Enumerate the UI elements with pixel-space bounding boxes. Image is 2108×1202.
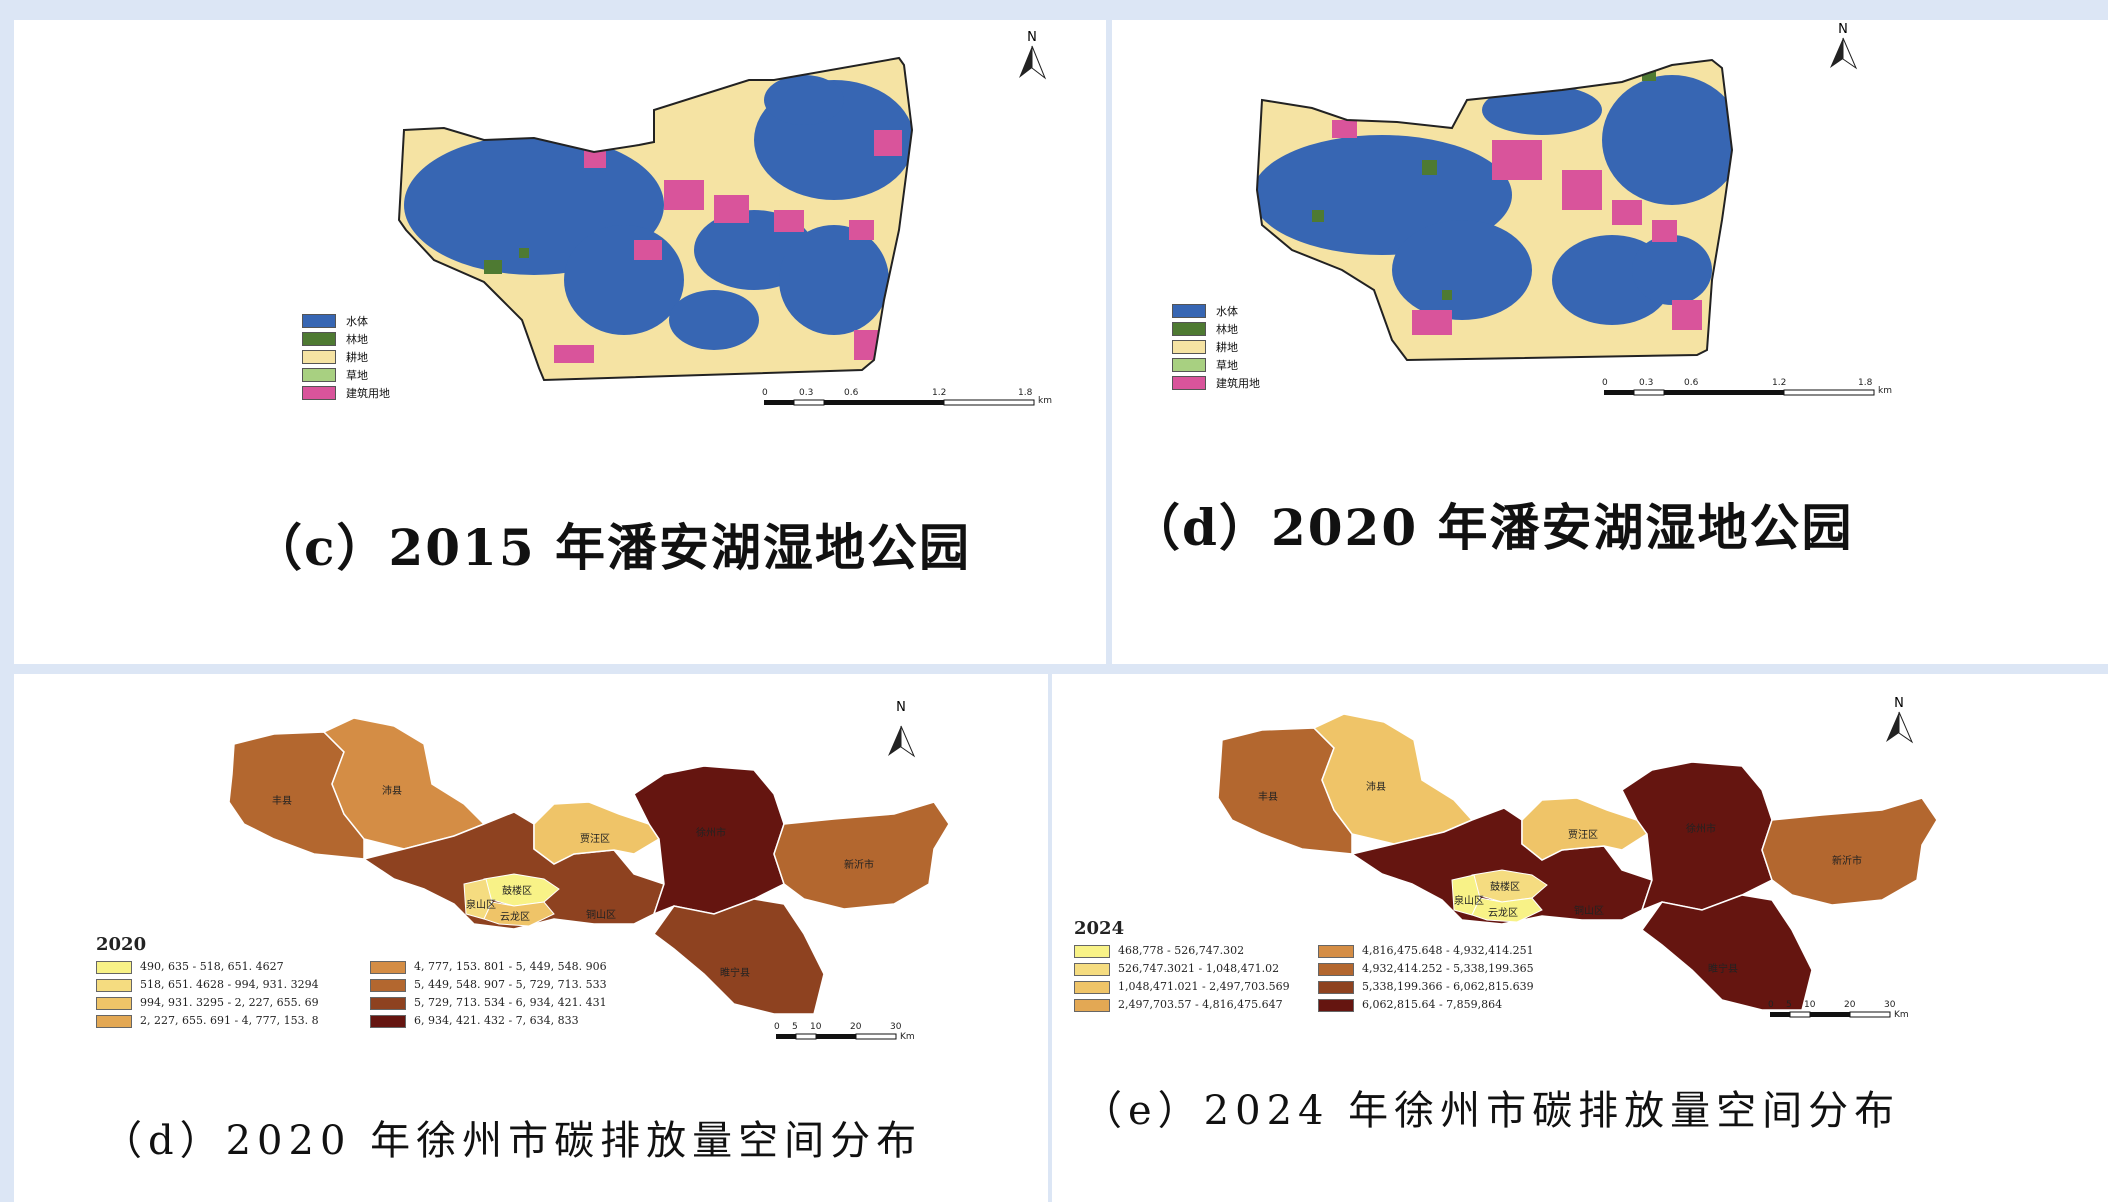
district-label: 新沂市 (1832, 856, 1862, 867)
scale-unit: km (1038, 396, 1052, 406)
district-label: 新沂市 (844, 860, 874, 871)
legend-item: 468,778 - 526,747.302 (1074, 943, 1614, 961)
scale-tick: 0 (1768, 1000, 1774, 1010)
scale-tick: 30 (1884, 1000, 1896, 1010)
district-label: 鼓楼区 (1490, 882, 1520, 893)
scale-tick: 10 (1804, 1000, 1816, 1010)
legend-item: 2,497,703.57 - 4,816,475.647 (1074, 997, 1614, 1015)
carbon-legend-2020: 2020 490, 635 - 518, 651. 4627 518, 651.… (96, 934, 656, 1031)
district-label: 泉山区 (1454, 896, 1484, 907)
legend-item: 526,747.3021 - 1,048,471.02 (1074, 961, 1614, 979)
district-label: 丰县 (272, 796, 292, 807)
north-label: N (1027, 30, 1037, 45)
district-suining (652, 898, 825, 1015)
district-jiawang (1521, 797, 1649, 861)
district-label: 贾汪区 (1568, 830, 1598, 841)
scale-tick: 0.3 (1639, 378, 1654, 388)
district-label: 云龙区 (1488, 908, 1518, 919)
district-label: 云龙区 (500, 912, 530, 923)
scale-unit: km (1878, 386, 1892, 396)
scale-tick: 0.6 (844, 388, 859, 398)
district-label: 铜山区 (1574, 906, 1604, 917)
panel-2015-land-use-map: N 0 0.3 0.6 1.2 1.8 km 水体 林地 耕地 草地 建筑用地 … (14, 20, 1106, 664)
scale-tick: 0 (774, 1022, 780, 1032)
district-label: 睢宁县 (1708, 964, 1738, 975)
district-label: 泉山区 (466, 900, 496, 911)
panel-2020-carbon-map: N 丰县 沛县 贾汪区 徐州市 新沂市 鼓楼区 泉山区 云龙区 铜山区 睢宁县 … (14, 674, 1048, 1202)
caption-2024-carbon: （e）2024 年徐州市碳排放量空间分布 (1082, 1088, 1901, 1134)
district-jiawang (533, 801, 661, 865)
district-tongshan (1350, 807, 1653, 925)
scale-tick: 1.8 (1018, 388, 1033, 398)
land-use-map-2015 (397, 45, 1047, 406)
scale-unit: Km (900, 1032, 915, 1042)
north-label: N (1894, 696, 1904, 711)
caption-2015-park: （c）2015 年潘安湖湿地公园 (252, 518, 972, 577)
district-label: 铜山区 (586, 910, 616, 921)
panel-2024-carbon-map: N 丰县 沛县 贾汪区 徐州市 新沂市 鼓楼区 泉山区 云龙区 铜山区 睢宁县 … (1052, 674, 2108, 1202)
legend-item: 490, 635 - 518, 651. 4627 (96, 959, 656, 977)
district-label: 丰县 (1258, 792, 1278, 803)
legend-year: 2024 (1074, 918, 1125, 939)
scale-tick: 20 (850, 1022, 862, 1032)
legend-year: 2020 (96, 934, 147, 955)
carbon-map-2020 (228, 717, 950, 1040)
scale-tick: 0 (1602, 378, 1608, 388)
district-label: 鼓楼区 (502, 886, 532, 897)
district-label: 沛县 (1366, 782, 1386, 793)
legend-item: 2, 227, 655. 691 - 4, 777, 153. 8 (96, 1013, 656, 1031)
legend-item: 994, 931. 3295 - 2, 227, 655. 69 (96, 995, 656, 1013)
land-use-map-2020 (1255, 37, 1875, 396)
scale-tick: 10 (810, 1022, 822, 1032)
legend-item: 1,048,471.021 - 2,497,703.569 (1074, 979, 1614, 997)
scale-tick: 1.2 (1772, 378, 1787, 388)
scale-tick: 0.6 (1684, 378, 1699, 388)
caption-2020-park: （d）2020 年潘安湖湿地公园 (1130, 498, 1854, 557)
district-label: 贾汪区 (580, 834, 610, 845)
panel-2020-land-use-map: N 0 0.3 0.6 1.2 1.8 km 水体 林地 耕地 草地 建筑用地 … (1112, 20, 2108, 664)
carbon-map-2024 (1217, 711, 1938, 1018)
district-suining (1640, 894, 1813, 1011)
district-label: 沛县 (382, 786, 402, 797)
scale-tick: 1.8 (1858, 378, 1873, 388)
district-tongshan (362, 811, 665, 930)
scale-tick: 1.2 (932, 388, 947, 398)
district-xinyi (773, 801, 950, 910)
legend-item: 518, 651. 4628 - 994, 931. 3294 (96, 977, 656, 995)
scale-tick: 0.3 (799, 388, 814, 398)
scale-tick: 5 (1786, 1000, 1792, 1010)
scale-tick: 5 (792, 1022, 798, 1032)
caption-2020-carbon: （d）2020 年徐州市碳排放量空间分布 (102, 1118, 923, 1164)
district-gulou (483, 873, 560, 907)
north-label: N (1838, 22, 1848, 37)
district-xuzhou (633, 765, 785, 916)
scale-tick: 0 (762, 388, 768, 398)
carbon-legend-2024: 2024 468,778 - 526,747.302 526,747.3021 … (1074, 918, 1614, 1015)
district-yunlong (1471, 897, 1543, 923)
north-label: N (896, 700, 906, 715)
district-xinyi (1761, 797, 1938, 906)
district-label: 徐州市 (696, 828, 726, 839)
district-yunlong (483, 901, 555, 927)
scale-tick: 30 (890, 1022, 902, 1032)
scale-unit: Km (1894, 1010, 1909, 1020)
district-xuzhou (1621, 761, 1773, 912)
district-label: 睢宁县 (720, 968, 750, 979)
district-gulou (1471, 869, 1548, 903)
district-label: 徐州市 (1686, 824, 1716, 835)
scale-tick: 20 (1844, 1000, 1856, 1010)
